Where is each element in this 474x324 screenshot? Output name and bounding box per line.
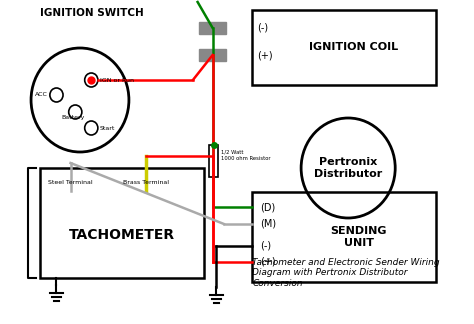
Text: TACHOMETER: TACHOMETER [69,228,175,242]
Text: SENDING
UNIT: SENDING UNIT [330,226,387,248]
Text: IGN or Run: IGN or Run [100,77,134,83]
Text: Battery: Battery [62,115,85,120]
Text: Tachometer and Electronic Sender Wiring
Diagram with Pertronix Distributor
Conve: Tachometer and Electronic Sender Wiring … [252,258,440,288]
Bar [252,10,436,85]
Text: (-): (-) [260,241,271,251]
Text: 1/2 Watt
1000 ohm Resistor: 1/2 Watt 1000 ohm Resistor [221,150,271,161]
Text: IGNITION SWITCH: IGNITION SWITCH [40,8,144,18]
Text: Pertronix
Distributor: Pertronix Distributor [314,157,383,179]
Bar [200,22,226,34]
Text: Steel Terminal: Steel Terminal [48,180,93,186]
Text: ACC: ACC [35,92,48,98]
Text: Start: Start [100,125,115,131]
Text: (+): (+) [257,50,273,60]
Bar [200,49,226,61]
Bar [209,145,219,177]
Text: (+): (+) [260,257,275,267]
Text: Brass Terminal: Brass Terminal [123,180,169,186]
Text: (D): (D) [260,202,275,212]
Bar [252,192,436,282]
Bar [39,168,204,278]
Text: (-): (-) [257,23,268,33]
Text: (M): (M) [260,219,276,229]
Text: IGNITION COIL: IGNITION COIL [309,42,398,52]
